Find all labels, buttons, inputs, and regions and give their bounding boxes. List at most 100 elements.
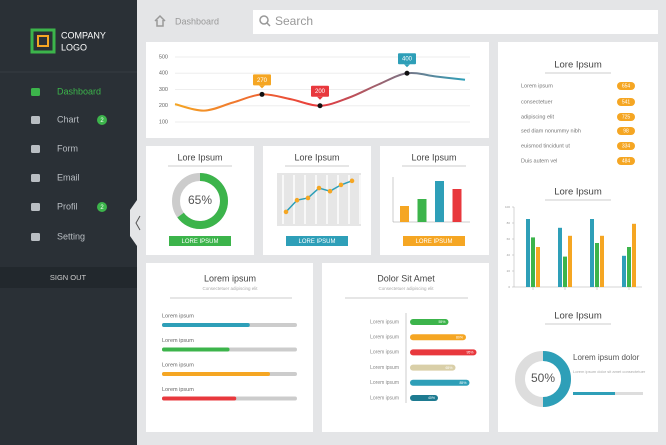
card-button-label: LORE IPSUM (298, 239, 335, 245)
menu-icon (31, 145, 40, 153)
logo-icon-inner (37, 35, 49, 47)
bar (622, 255, 626, 287)
logo-text: LOGO (61, 42, 87, 52)
bar-label: Lorem ipsum (370, 395, 399, 401)
callout-tip (259, 85, 265, 89)
card-button[interactable] (286, 236, 348, 246)
point (349, 178, 355, 184)
sign-out[interactable]: SIGN OUT (50, 273, 87, 282)
menu-item[interactable]: Email (57, 172, 80, 182)
card-title: Lore Ipsum (294, 152, 339, 162)
logo-text: COMPANY (61, 30, 106, 40)
donut-arc (177, 173, 228, 229)
collapse-notch[interactable] (130, 200, 137, 246)
point (404, 70, 410, 76)
y-tick-label: 20 (507, 269, 511, 273)
progress-fill (162, 323, 250, 327)
bar-label: Lorem ipsum (370, 335, 399, 341)
bar-label: Lorem ipsum (162, 313, 194, 319)
menu-item[interactable]: Profil (57, 201, 78, 211)
progress-fill (573, 392, 615, 395)
bar (558, 227, 562, 287)
point (259, 91, 265, 97)
point (283, 209, 289, 215)
y-tick-label: 40 (507, 253, 511, 257)
search-icon (266, 22, 271, 27)
progress-fill (162, 347, 230, 352)
badge-count: 2 (100, 118, 104, 124)
y-tick-label: 100 (505, 205, 510, 209)
card-button[interactable] (169, 236, 231, 246)
card-button[interactable] (403, 236, 465, 246)
collapse-arrow (135, 215, 141, 231)
list-label: adipiscing elit (521, 114, 554, 120)
menu-icon (31, 233, 40, 241)
y-tick-label: 0 (508, 285, 510, 289)
menu-icon (31, 203, 40, 211)
list-value: 334 (622, 144, 631, 150)
bar-label: Lorem ipsum (162, 387, 194, 393)
list-value: 725 (622, 115, 631, 121)
point (327, 188, 333, 194)
search-box[interactable] (253, 10, 658, 34)
menu-icon (31, 116, 40, 124)
bar (417, 199, 427, 222)
list-value: 541 (622, 100, 631, 106)
badge (97, 202, 107, 212)
bar (410, 395, 438, 401)
menu-item[interactable]: Chart (57, 114, 80, 124)
menu-item[interactable]: Form (57, 143, 78, 153)
panel-subtitle: Consectetuer adipiscing elit (378, 286, 434, 291)
bar (410, 334, 466, 341)
bar (563, 256, 567, 287)
donut-label: 65% (188, 193, 212, 207)
point (316, 185, 322, 191)
bar-label: Lorem ipsum (370, 319, 399, 325)
y-tick-label: 400 (159, 71, 168, 77)
menu-icon (31, 174, 40, 182)
bar-label: Lorem ipsum (162, 338, 194, 344)
card-button-label: LORE IPSUM (415, 239, 452, 245)
panel-title: Lore Ipsum (554, 60, 602, 71)
bar-value: 65% (445, 366, 452, 370)
y-tick-label: 300 (159, 87, 168, 93)
value-pill (617, 113, 635, 121)
y-tick-label: 200 (159, 103, 168, 109)
callout (253, 74, 271, 86)
sidebar (0, 0, 137, 445)
bar-value: 40% (428, 396, 435, 400)
bar-label: Lorem ipsum (370, 350, 399, 356)
donut-label: 50% (531, 371, 555, 385)
search-placeholder: Search (275, 14, 313, 28)
breadcrumb: Dashboard (175, 16, 219, 26)
bar (410, 349, 477, 356)
list-value: 484 (622, 159, 631, 165)
bar (526, 219, 530, 287)
y-tick-label: 60 (507, 237, 511, 241)
panel-subtitle: Consectetuer adipiscing elit (202, 286, 258, 291)
bar-label: Lorem ipsum (370, 365, 399, 371)
search-icon (259, 15, 269, 25)
chart-bg (277, 173, 361, 226)
bar (590, 219, 594, 287)
bar (632, 223, 636, 287)
bar-value: 95% (466, 351, 473, 355)
badge-count: 2 (100, 205, 104, 211)
sign-out-bar[interactable] (0, 267, 137, 288)
point (294, 197, 300, 203)
y-tick-label: 80 (507, 221, 511, 225)
donut-text: Lorem ipsum dolor sit amet consectetuer (573, 369, 646, 374)
menu-item[interactable]: Dashboard (57, 86, 101, 96)
callout-label: 400 (402, 57, 413, 63)
bar (600, 235, 604, 287)
y-tick-label: 100 (159, 119, 168, 125)
bar (410, 364, 456, 371)
callout (398, 53, 416, 65)
value-pill (617, 98, 635, 106)
bar-value: 55% (438, 320, 445, 324)
menu-item[interactable]: Setting (57, 231, 85, 241)
bar (435, 181, 444, 222)
callout-label: 270 (257, 78, 268, 84)
bar (400, 206, 409, 222)
bar (410, 319, 449, 325)
